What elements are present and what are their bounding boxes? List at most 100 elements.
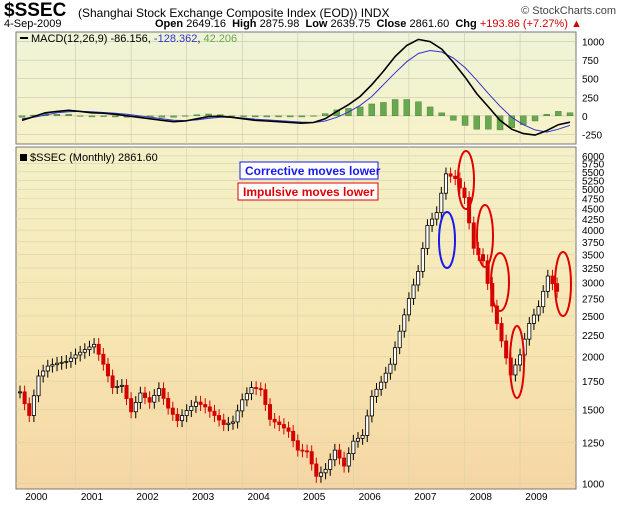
price-candle: [110, 375, 115, 388]
price-candle: [133, 401, 138, 413]
price-candle: [411, 284, 416, 299]
price-candle: [45, 365, 50, 372]
low-label: Low: [305, 18, 328, 30]
price-tick-label: 5000: [582, 185, 605, 196]
x-tick-label: 2002: [136, 492, 159, 503]
macd-histogram-bar: [321, 113, 329, 117]
price-candle: [379, 381, 384, 390]
price-candle: [50, 364, 55, 367]
price-panel: [15, 146, 577, 490]
x-tick-label: 2008: [470, 492, 493, 503]
price-candle: [323, 468, 328, 474]
price-candle: [527, 323, 532, 340]
price-tick-label: 2250: [582, 331, 605, 342]
corrective-move-ellipse: [438, 211, 456, 269]
price-candle: [161, 388, 166, 399]
price-candle: [249, 387, 254, 395]
price-candle: [314, 463, 319, 477]
macd-gridlines: [16, 32, 576, 144]
price-candle: [545, 275, 550, 292]
price-tick-label: 5750: [582, 160, 605, 171]
price-candle: [221, 419, 226, 425]
price-candle: [17, 391, 22, 394]
macd-histogram-bar: [88, 115, 96, 118]
macd-histogram-bar: [380, 102, 387, 117]
price-candle: [143, 392, 148, 398]
macd-histogram-bar: [368, 103, 375, 117]
price-candle: [36, 375, 41, 397]
price-candle: [184, 410, 189, 416]
price-candle: [485, 260, 490, 284]
x-tick-label: 2004: [248, 492, 271, 503]
price-candle: [244, 393, 249, 401]
price-candle: [494, 305, 499, 324]
impulsive-move-ellipse-2: [476, 204, 494, 268]
macd-histogram-bar: [228, 115, 236, 117]
up-arrow-icon: ▲: [570, 18, 582, 30]
price-y-axis: 6000575055005250500047504500425040003750…: [582, 152, 605, 491]
x-tick-label: 2005: [303, 492, 326, 503]
macd-histogram-bar: [158, 115, 166, 118]
price-tick-label: 1000: [582, 479, 605, 490]
price-tick-label: 4500: [582, 205, 605, 216]
macd-histogram-bar: [18, 115, 26, 118]
price-candle: [393, 347, 398, 365]
title-row: $SSEC (Shanghai Stock Exchange Composite…: [0, 0, 620, 24]
corrective-annotation: Corrective moves lower: [239, 161, 381, 180]
close-value: 2861.60: [409, 18, 450, 30]
price-candle: [170, 407, 175, 415]
price-tick-label: 3250: [582, 264, 605, 275]
price-tick-label: 2000: [582, 353, 605, 364]
price-candle: [531, 314, 536, 324]
macd-legend-label: MACD(12,26,9) -86.156, -128.362, 42.206: [31, 33, 237, 45]
price-candle: [235, 410, 240, 423]
macd-tick-label: -250: [582, 130, 602, 141]
price-candle: [471, 222, 476, 249]
ticker-symbol: $SSEC: [4, 0, 67, 21]
x-tick-label: 2001: [81, 492, 104, 503]
macd-histogram-bar: [205, 113, 212, 117]
price-tick-label: 2750: [582, 295, 605, 306]
macd-histogram-bar: [485, 115, 492, 130]
macd-histogram-bar: [77, 115, 84, 117]
macd-histogram-bar: [566, 112, 574, 117]
price-candle: [467, 197, 472, 224]
price-tick-label: 6000: [582, 152, 605, 163]
open-value: 2649.16: [186, 18, 226, 30]
price-candle: [166, 397, 171, 409]
price-candle: [272, 418, 277, 423]
site-credit[interactable]: © StockCharts.com: [521, 5, 616, 17]
price-candle: [92, 343, 97, 348]
x-tick-label: 2000: [25, 492, 48, 503]
index-name: (Shanghai Stock Exchange Composite Index…: [78, 6, 390, 20]
price-candle: [397, 330, 402, 349]
price-candle: [342, 457, 347, 467]
price-candle: [180, 415, 185, 422]
macd-y-axis: 1000 750 500 250 0 -250: [582, 38, 605, 142]
macd-histogram-bar: [555, 111, 562, 117]
price-candle: [27, 403, 32, 416]
macd-histogram-bar: [182, 115, 189, 117]
x-tick-label: 2009: [525, 492, 548, 503]
price-tick-label: 3000: [582, 279, 605, 290]
price-candle: [383, 372, 388, 383]
price-tick-label: 4250: [582, 215, 605, 226]
price-tick-label: 5250: [582, 176, 605, 187]
price-candle: [258, 388, 263, 391]
price-candle: [504, 340, 509, 359]
price-candle: [254, 387, 259, 390]
price-candle: [518, 354, 523, 366]
price-candle: [41, 370, 46, 377]
macd-histogram-bar: [240, 115, 247, 117]
price-candle: [31, 395, 36, 416]
price-candle: [291, 430, 296, 442]
x-tick-label: 2007: [414, 492, 437, 503]
price-candle: [402, 314, 407, 332]
macd-histogram-bar: [531, 115, 539, 122]
price-candle: [351, 440, 356, 454]
macd-histogram-bar: [426, 106, 434, 117]
macd-tick-label: 500: [582, 75, 599, 86]
price-candle: [193, 401, 198, 407]
price-candle: [430, 218, 435, 226]
price-tick-label: 4750: [582, 195, 605, 206]
